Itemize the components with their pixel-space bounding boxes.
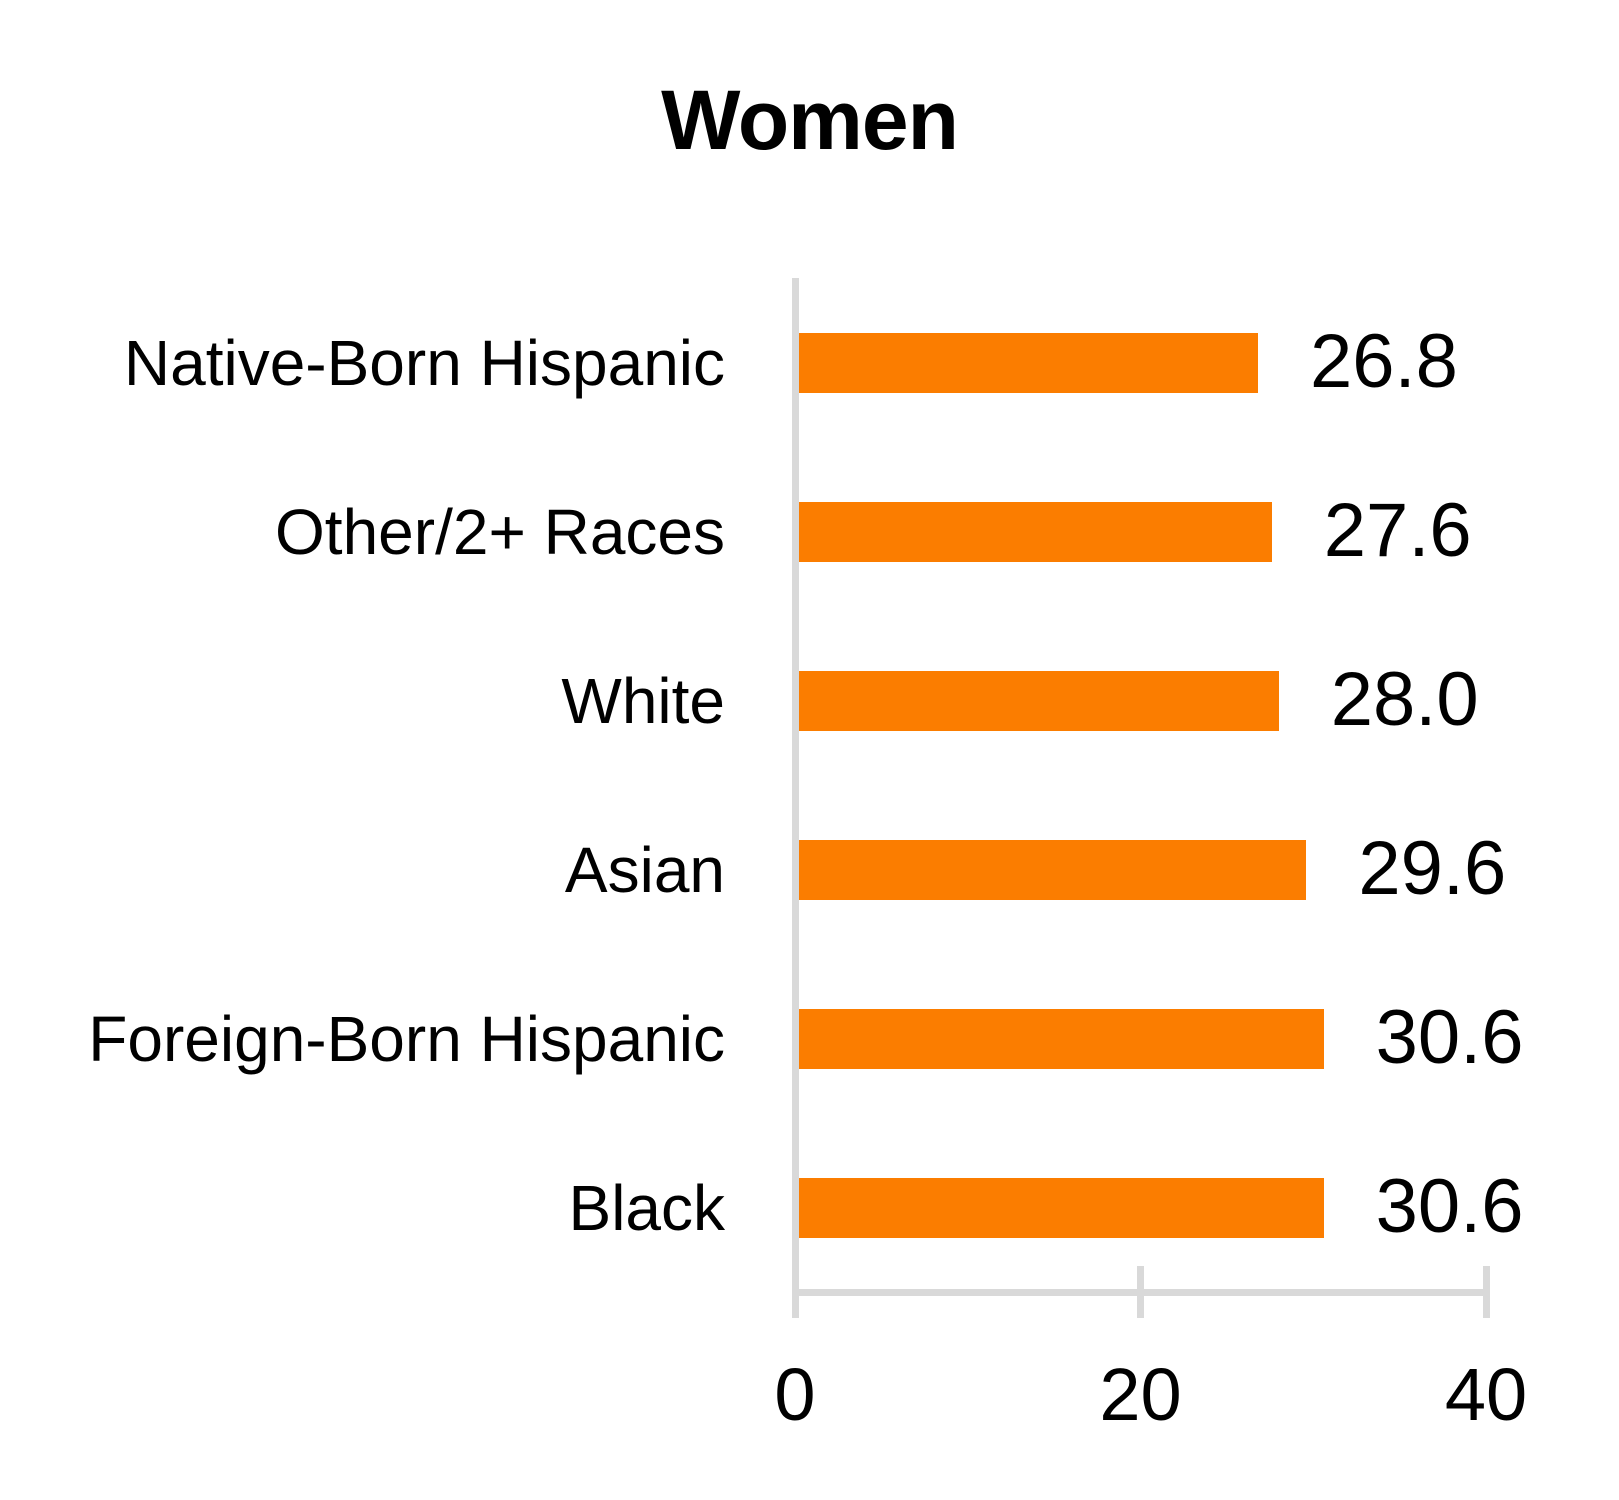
y-axis-line	[792, 278, 799, 1318]
value-label: 27.6	[1323, 487, 1472, 573]
bar	[799, 501, 1272, 562]
category-label: Asian	[564, 833, 725, 906]
bar	[799, 1177, 1324, 1238]
bar	[799, 1008, 1324, 1069]
bar	[799, 670, 1279, 731]
category-label: White	[561, 664, 725, 737]
value-label: 28.0	[1330, 656, 1479, 742]
value-label: 26.8	[1309, 318, 1458, 404]
value-label: 30.6	[1375, 1163, 1524, 1249]
category-label: Other/2+ Races	[275, 495, 725, 568]
x-axis-tick-mark	[1137, 1266, 1144, 1318]
category-label: Black	[568, 1171, 726, 1244]
x-axis-tick-label: 40	[1444, 1353, 1528, 1436]
category-label: Foreign-Born Hispanic	[88, 1002, 725, 1075]
x-axis-tick-mark	[1482, 1266, 1490, 1318]
x-axis-tick-label: 20	[1099, 1353, 1182, 1436]
value-label: 29.6	[1358, 825, 1507, 911]
x-axis-tick-label: 0	[774, 1353, 816, 1436]
bar	[799, 839, 1307, 900]
category-label: Native-Born Hispanic	[123, 326, 725, 399]
chart-title: Women	[661, 73, 959, 167]
value-label: 30.6	[1375, 994, 1524, 1080]
bar	[799, 332, 1258, 393]
